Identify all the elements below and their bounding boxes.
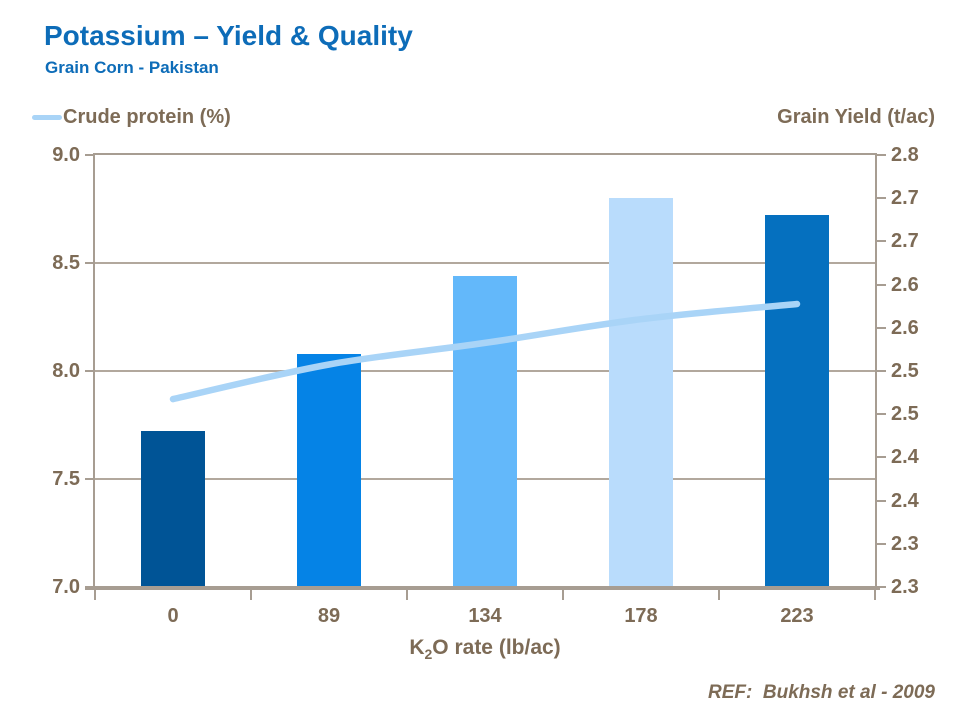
right-axis-tick-label: 2.6 [891,316,919,339]
right-axis-tick [877,542,886,545]
right-axis-tick [877,326,886,329]
page-subtitle: Grain Corn - Pakistan [45,58,219,77]
right-axis-tick-label: 2.4 [891,446,919,469]
x-axis-title-sub: 2 [424,646,433,663]
x-axis-tick [250,587,252,600]
plot-border-left [93,153,95,587]
right-axis-tick [877,456,886,459]
gridline [95,262,875,264]
x-axis-tick [718,587,720,600]
right-axis-tick-label: 2.7 [891,187,919,210]
left-axis-tick-label: 9.0 [52,144,80,166]
right-axis-title: Grain Yield (t/ac) [777,106,935,128]
right-axis-tick-label: 2.3 [891,576,919,598]
left-axis-tick [85,586,94,588]
x-axis-title: K2O rate (lb/ac) [285,636,685,662]
page-title: Potassium – Yield & Quality [44,20,413,51]
x-axis-category-label: 89 [317,605,341,627]
left-axis-tick-label: 8.0 [52,360,80,382]
legend: Crude protein (%) [32,103,231,131]
right-axis-tick [877,586,886,588]
right-axis-tick [877,413,886,416]
x-axis-category-label: 134 [468,605,502,627]
yield-bar [609,198,673,587]
right-axis-tick-label: 2.7 [891,230,919,253]
legend-label: Crude protein (%) [63,105,231,128]
x-axis-tick [874,587,876,600]
yield-bar [141,431,205,587]
x-axis-category-label: 223 [780,605,814,627]
right-axis-tick [877,154,886,156]
x-axis-category-label: 0 [167,605,179,627]
right-axis-tick [877,370,886,372]
x-axis-title-base: K [409,636,425,659]
right-axis-tick [877,283,886,286]
left-axis-tick-label: 7.0 [52,576,80,598]
crude-protein-line-layer [169,300,801,403]
left-axis-tick [85,262,94,264]
yield-bar [297,353,361,587]
right-axis-tick-label: 2.8 [891,144,919,166]
left-axis-tick [85,154,94,156]
x-axis-tick [94,587,96,600]
yield-bar [765,215,829,587]
right-axis-tick-label: 2.6 [891,273,919,296]
x-axis-tick [406,587,408,600]
x-axis-category-label: 178 [624,605,658,627]
left-axis-tick-label: 8.5 [52,252,80,274]
crude-protein-line [169,300,801,403]
left-axis-tick [85,478,94,480]
x-axis-line [85,586,880,590]
plot-border-top [93,153,877,155]
right-axis-tick-label: 2.5 [891,360,919,382]
line-swatch-icon [32,114,62,120]
reference-text: REF: Bukhsh et al - 2009 [707,682,935,703]
yield-bar [453,275,517,587]
right-axis-tick [877,197,886,200]
left-axis-tick-label: 7.5 [52,468,80,490]
right-axis-tick-label: 2.4 [891,489,919,512]
right-axis-tick [877,240,886,243]
right-axis-tick [877,499,886,502]
left-axis-tick [85,370,94,372]
right-axis-tick-label: 2.3 [891,532,919,555]
x-axis-tick [562,587,564,600]
x-axis-title-rest: O rate (lb/ac) [432,636,561,659]
plot-border-right [875,153,877,587]
right-axis-tick-label: 2.5 [891,403,919,426]
